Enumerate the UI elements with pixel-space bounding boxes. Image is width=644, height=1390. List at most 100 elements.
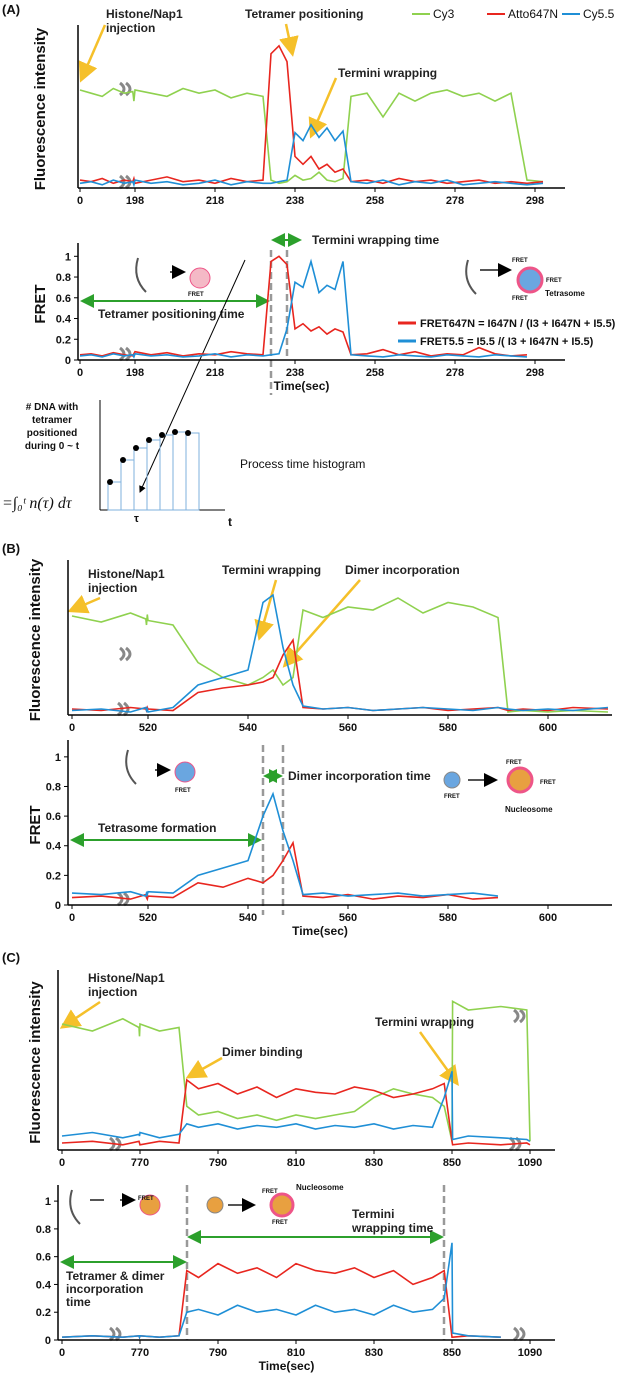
annotation: Dimer incorporation <box>345 563 460 577</box>
arrow <box>308 77 338 139</box>
arrow <box>185 1056 223 1079</box>
inset-dot <box>172 429 178 435</box>
arrow <box>67 594 101 614</box>
inset-dot <box>185 430 191 436</box>
annotation: FRET <box>444 794 460 800</box>
arrow <box>282 579 361 668</box>
y-tick-label: 0.4 <box>46 841 62 853</box>
annotation: Tetramer & dimer <box>66 1269 165 1283</box>
inset-histogram: # DNA with tetramer positioned during 0 ~ t… <box>2 400 365 529</box>
annotation: injection <box>88 581 137 595</box>
arrow <box>418 1031 459 1087</box>
x-tick-label: 0 <box>77 195 83 207</box>
x-tick-label: 520 <box>139 722 157 734</box>
y-tick-label: 0.4 <box>56 314 72 326</box>
annotation: Tetramer positioning <box>245 7 363 21</box>
inset-tau: τ <box>134 513 139 525</box>
series-line <box>71 637 609 713</box>
annotation: FRET <box>138 1196 154 1202</box>
y-tick-label: 0 <box>65 355 71 367</box>
x-tick-label: 770 <box>131 1157 149 1169</box>
x-tick-label: 258 <box>366 195 384 207</box>
y-axis-label: Fluorescence intensity <box>32 27 49 190</box>
x-tick-label: 540 <box>239 722 257 734</box>
series-line <box>71 791 499 898</box>
panel-label: (C) <box>2 950 20 965</box>
annotation: FRET <box>262 1189 278 1195</box>
x-tick-label: 830 <box>365 1157 383 1169</box>
x-tick-label: 0 <box>69 912 75 924</box>
x-tick-label: 278 <box>446 195 464 207</box>
x-tick-label: 830 <box>365 1347 383 1359</box>
axis-break <box>109 1326 526 1342</box>
axis-break <box>117 646 132 717</box>
x-tick-label: 218 <box>206 367 224 379</box>
schematic <box>135 257 184 293</box>
schematic <box>69 1190 134 1225</box>
x-tick-label: 790 <box>209 1157 227 1169</box>
inset-y-label: # DNA with <box>26 402 78 413</box>
series-line <box>71 593 609 713</box>
y-tick-label: 0.2 <box>36 1307 51 1319</box>
x-tick-label: 850 <box>443 1157 461 1169</box>
x-tick-label: 520 <box>139 912 157 924</box>
inset-bar <box>133 447 148 511</box>
y-tick-label: 0 <box>45 1335 51 1347</box>
arrow <box>59 1000 101 1029</box>
arrow <box>279 23 299 57</box>
inset-bar <box>146 439 161 511</box>
x-tick-label: 810 <box>287 1347 305 1359</box>
annotation: FRET <box>512 258 528 264</box>
annotation: Termini wrapping <box>222 563 321 577</box>
series-line <box>61 1071 531 1142</box>
y-tick-label: 1 <box>45 1196 51 1208</box>
annotation: FRET <box>540 780 556 786</box>
x-tick-label: 278 <box>446 367 464 379</box>
annotation: FRET <box>175 788 191 794</box>
panel-label: (A) <box>2 2 20 17</box>
x-tick-label: 790 <box>209 1347 227 1359</box>
inset-bar <box>172 431 187 511</box>
x-tick-label: 560 <box>339 722 357 734</box>
y-tick-label: 0.6 <box>46 811 61 823</box>
series-line <box>71 597 609 713</box>
schematic <box>516 266 544 294</box>
y-tick-label: 0.2 <box>56 334 71 346</box>
inset-bar <box>107 481 122 511</box>
x-tick-label: 580 <box>439 912 457 924</box>
x-tick-label: 0 <box>59 1157 65 1169</box>
x-axis-label: Time(sec) <box>274 379 330 393</box>
annotation: Nucleosome <box>296 1183 344 1192</box>
annotation: Tetrasome formation <box>98 821 216 835</box>
y-tick-label: 0.2 <box>46 870 61 882</box>
annotation: incorporation <box>66 1282 143 1296</box>
schematic <box>174 761 196 783</box>
annotation: FRET <box>272 1220 288 1226</box>
x-tick-label: 600 <box>539 912 557 924</box>
annotation: injection <box>106 21 155 35</box>
annotation: Termini <box>352 1207 394 1221</box>
series-line <box>61 1242 501 1340</box>
legend-label: FRET5.5 = I5.5 /( I3 + I647N + I5.5) <box>420 336 594 348</box>
inset-dot <box>146 437 152 443</box>
y-axis-label: Fluorescence intensity <box>27 981 44 1144</box>
inset-bar <box>185 432 200 511</box>
inset-dot <box>120 457 126 463</box>
y-tick-label: 1 <box>65 251 71 263</box>
annotation: Tetrasome <box>545 289 585 298</box>
x-tick-label: 0 <box>77 367 83 379</box>
x-tick-label: 198 <box>126 367 144 379</box>
inset-dot <box>159 432 165 438</box>
schematic <box>189 267 211 289</box>
annotation: Nucleosome <box>505 805 553 814</box>
legend-label: FRET647N = I647N / (I3 + I647N + I5.5) <box>420 318 616 330</box>
pointer <box>139 259 246 493</box>
x-tick-label: 198 <box>126 195 144 207</box>
annotation: Termini wrapping time <box>312 233 439 247</box>
schematic <box>506 766 534 794</box>
x-tick-label: 218 <box>206 195 224 207</box>
y-axis-label: FRET <box>32 284 49 323</box>
annotation: FRET <box>188 292 204 298</box>
schematic <box>139 1194 161 1216</box>
annotation: Termini wrapping <box>375 1015 474 1029</box>
